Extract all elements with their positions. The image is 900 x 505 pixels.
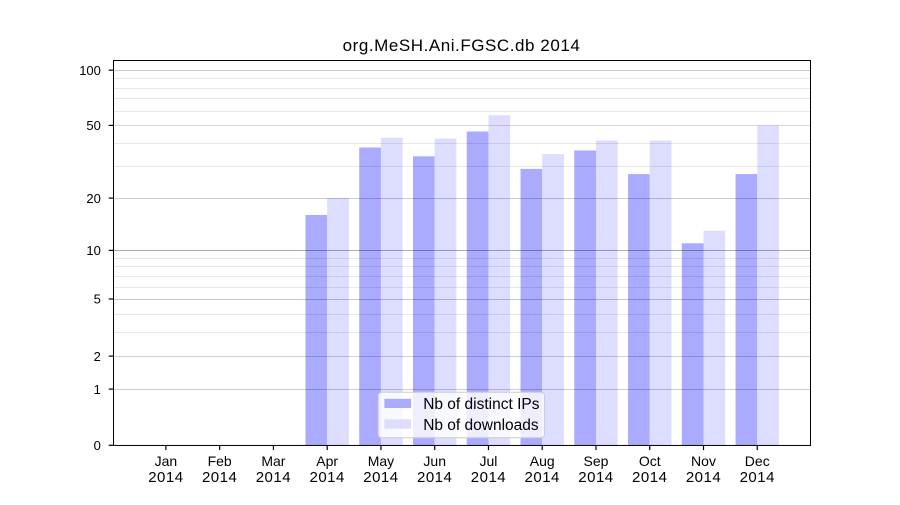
svg-text:May: May <box>368 453 394 469</box>
svg-text:10: 10 <box>86 243 100 258</box>
svg-text:Oct: Oct <box>639 453 661 469</box>
svg-text:20: 20 <box>86 191 100 206</box>
svg-text:2014: 2014 <box>256 469 291 486</box>
svg-text:2014: 2014 <box>740 469 775 486</box>
svg-text:50: 50 <box>86 118 100 133</box>
svg-text:Sep: Sep <box>584 453 609 469</box>
svg-text:2014: 2014 <box>471 469 506 486</box>
svg-text:Nov: Nov <box>691 453 716 469</box>
svg-text:Mar: Mar <box>261 453 285 469</box>
svg-text:Dec: Dec <box>745 453 770 469</box>
svg-text:2014: 2014 <box>632 469 667 486</box>
svg-text:Feb: Feb <box>208 453 232 469</box>
svg-text:Nb of distinct IPs: Nb of distinct IPs <box>423 396 540 413</box>
svg-text:2014: 2014 <box>686 469 721 486</box>
svg-text:Jan: Jan <box>155 453 178 469</box>
svg-text:0: 0 <box>94 438 101 453</box>
svg-text:5: 5 <box>94 292 101 307</box>
svg-text:Nb of downloads: Nb of downloads <box>423 417 539 434</box>
svg-text:2014: 2014 <box>578 469 613 486</box>
svg-text:2014: 2014 <box>525 469 560 486</box>
svg-text:2: 2 <box>94 349 101 364</box>
svg-text:org.MeSH.Ani.FGSC.db 2014: org.MeSH.Ani.FGSC.db 2014 <box>343 36 581 55</box>
svg-text:Apr: Apr <box>316 453 338 469</box>
svg-text:2014: 2014 <box>148 469 183 486</box>
svg-text:Jul: Jul <box>480 453 498 469</box>
svg-text:1: 1 <box>94 382 101 397</box>
svg-text:2014: 2014 <box>309 469 344 486</box>
svg-text:2014: 2014 <box>363 469 398 486</box>
svg-text:100: 100 <box>79 63 101 78</box>
svg-text:Jun: Jun <box>423 453 446 469</box>
svg-text:2014: 2014 <box>417 469 452 486</box>
svg-text:Aug: Aug <box>530 453 555 469</box>
svg-text:2014: 2014 <box>202 469 237 486</box>
